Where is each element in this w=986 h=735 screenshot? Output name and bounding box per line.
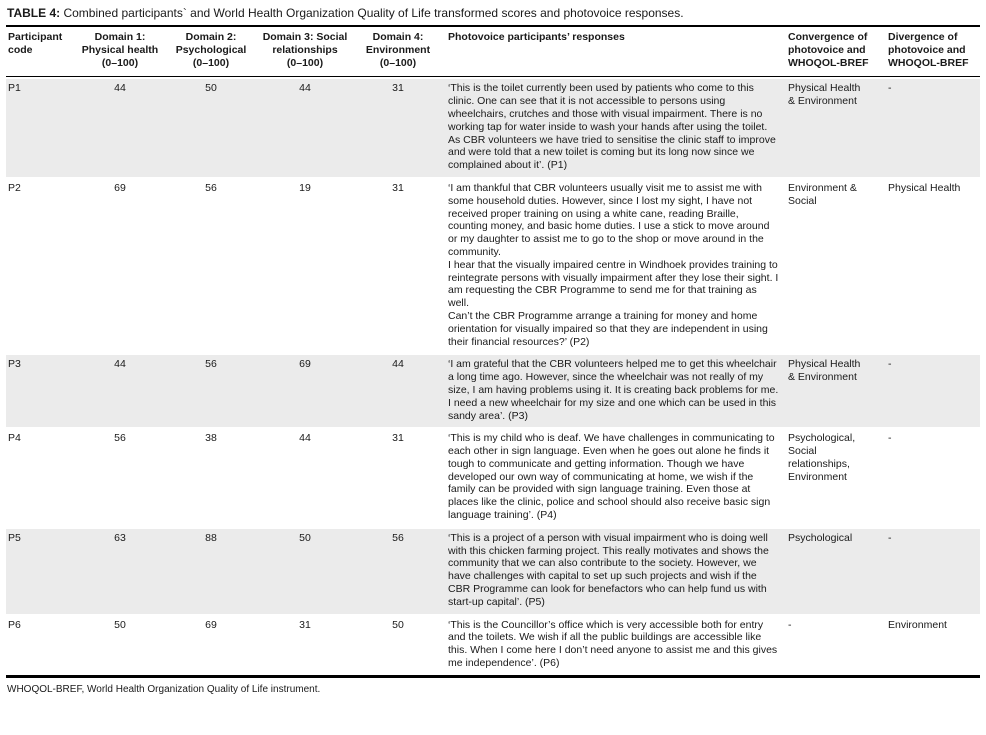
domain4-score-cell: 31 (354, 427, 442, 527)
table-row: P3 44 56 69 44 ‘I am grateful that the CBR vo… (6, 353, 980, 428)
divergence-cell: - (882, 77, 980, 177)
domain3-score-cell: 19 (256, 176, 354, 353)
convergence-cell: Physical Health & Environment (782, 353, 882, 427)
table-page: TABLE 4: Combined participants` and Worl… (6, 4, 980, 695)
domain3-score-cell: 50 (256, 526, 354, 614)
convergence-cell: Environment & Social (782, 176, 882, 353)
domain3-score-cell: 69 (256, 353, 354, 427)
domain3-score-cell: 44 (256, 77, 354, 177)
domain4-score-cell: 50 (354, 613, 442, 675)
table-title-text: Combined participants` and World Health … (60, 6, 684, 20)
domain2-score-cell: 38 (166, 427, 256, 527)
convergence-cell: Physical Health & Environment (782, 77, 882, 177)
divergence-cell: Environment (882, 613, 980, 675)
photovoice-response-cell: ‘This is the Councillor’s office which i… (442, 613, 782, 675)
domain4-score-cell: 56 (354, 526, 442, 614)
domain1-score-cell: 50 (74, 613, 166, 675)
column-header-convergence: Convergence of photovoice and WHOQOL-BRE… (782, 27, 882, 78)
participant-code-cell: P2 (6, 176, 74, 353)
column-header-domain3-social-relationships: Domain 3: Social relationships (0–100) (256, 27, 354, 78)
domain2-score-cell: 69 (166, 613, 256, 675)
column-header-domain4-environment: Domain 4: Environment (0–100) (354, 27, 442, 78)
quality-of-life-table: Participant code Domain 1: Physical heal… (6, 27, 980, 678)
table-title: TABLE 4: Combined participants` and Worl… (6, 4, 980, 27)
domain2-score-cell: 56 (166, 353, 256, 427)
photovoice-response-cell: ‘This is the toilet currently been used … (442, 77, 782, 177)
domain1-score-cell: 69 (74, 176, 166, 353)
divergence-cell: - (882, 353, 980, 427)
domain2-score-cell: 50 (166, 77, 256, 177)
column-header-domain2-psychological: Domain 2: Psychological (0–100) (166, 27, 256, 78)
participant-code-cell: P6 (6, 613, 74, 675)
participant-code-cell: P5 (6, 526, 74, 614)
column-header-photovoice-responses: Photovoice participants’ responses (442, 27, 782, 78)
table-row: P4 56 38 44 31 ‘This is my child who is deaf.… (6, 427, 980, 527)
convergence-cell: - (782, 613, 882, 675)
domain1-score-cell: 56 (74, 427, 166, 527)
table-row: P6 50 69 31 50 ‘This is the Councillor’s offi… (6, 613, 980, 675)
photovoice-response-cell: ‘This is my child who is deaf. We have c… (442, 427, 782, 527)
column-header-divergence: Divergence of photovoice and WHOQOL-BREF (882, 27, 980, 78)
domain4-score-cell: 31 (354, 77, 442, 177)
table-row: P5 63 88 50 56 ‘This is a project of a person… (6, 526, 980, 614)
convergence-cell: Psychological (782, 526, 882, 614)
table-body: P1 44 50 44 31 ‘This is the toilet currently … (6, 77, 980, 674)
domain1-score-cell: 44 (74, 353, 166, 427)
divergence-cell: Physical Health (882, 176, 980, 353)
participant-code-cell: P1 (6, 77, 74, 177)
convergence-cell: Psychological, Social relationships, Env… (782, 427, 882, 527)
divergence-cell: - (882, 427, 980, 527)
domain4-score-cell: 44 (354, 353, 442, 427)
table-row: P2 69 56 19 31 ‘I am thankful that CBR volunt… (6, 176, 980, 353)
photovoice-response-cell: ‘I am grateful that the CBR volunteers h… (442, 353, 782, 427)
participant-code-cell: P3 (6, 353, 74, 427)
photovoice-response-cell: ‘This is a project of a person with visu… (442, 526, 782, 614)
participant-code-cell: P4 (6, 427, 74, 527)
table-title-label: TABLE 4: (7, 6, 61, 20)
table-footnote: WHOQOL-BREF, World Health Organization Q… (7, 683, 321, 695)
domain2-score-cell: 88 (166, 526, 256, 614)
domain3-score-cell: 31 (256, 613, 354, 675)
photovoice-response-cell: ‘I am thankful that CBR volunteers usual… (442, 176, 782, 353)
divergence-cell: - (882, 526, 980, 614)
domain1-score-cell: 63 (74, 526, 166, 614)
domain1-score-cell: 44 (74, 77, 166, 177)
domain2-score-cell: 56 (166, 176, 256, 353)
table-row: P1 44 50 44 31 ‘This is the toilet currently … (6, 77, 980, 177)
column-header-participant-code: Participant code (6, 27, 74, 78)
column-header-domain1-physical-health: Domain 1: Physical health (0–100) (74, 27, 166, 78)
domain4-score-cell: 31 (354, 176, 442, 353)
header-row: Participant code Domain 1: Physical heal… (6, 27, 980, 78)
domain3-score-cell: 44 (256, 427, 354, 527)
